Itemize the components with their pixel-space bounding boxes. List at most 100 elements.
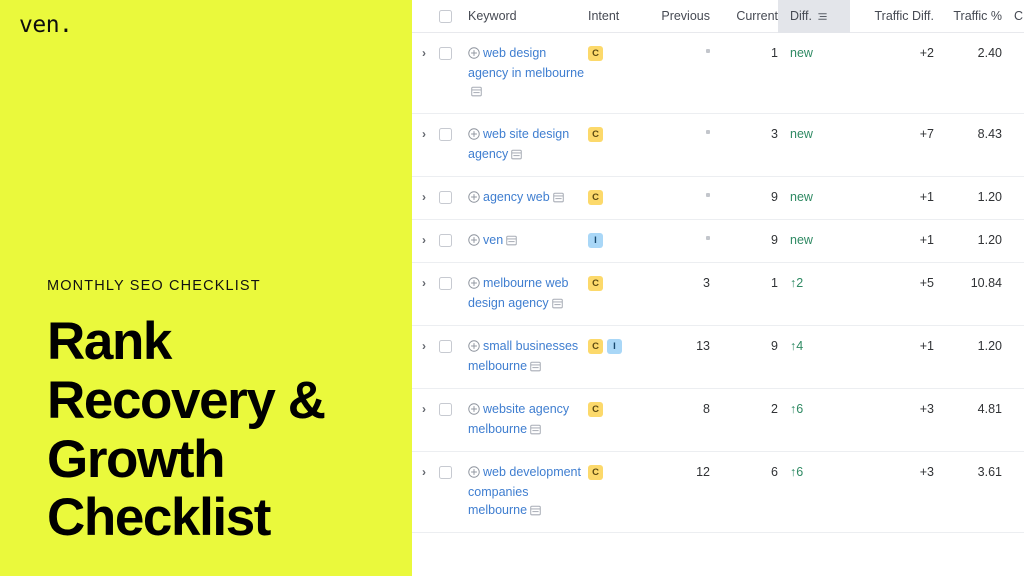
add-keyword-icon[interactable] <box>468 339 480 357</box>
expand-row-button[interactable]: › <box>412 400 436 418</box>
select-all-checkbox[interactable] <box>439 9 452 23</box>
keyword-link[interactable]: web site design agency <box>468 127 570 161</box>
table-row[interactable]: › web site design agency C 3 new +7 8.43 <box>412 114 1024 177</box>
row-select[interactable] <box>436 337 460 355</box>
serp-features-icon[interactable] <box>506 233 517 251</box>
keyword-cell[interactable]: web development companies melbourne <box>460 463 588 521</box>
add-keyword-icon[interactable] <box>468 465 480 483</box>
intent-badge-c[interactable]: C <box>588 45 603 61</box>
add-keyword-icon[interactable] <box>468 190 480 208</box>
header-keyword[interactable]: Keyword <box>468 8 517 23</box>
keyword-cell[interactable]: web site design agency <box>460 125 588 165</box>
row-select[interactable] <box>436 400 460 418</box>
intent-badge-c[interactable]: C <box>588 126 603 142</box>
diff-cell: new <box>778 125 850 143</box>
intent-badge-c[interactable]: C <box>588 338 603 354</box>
keyword-link[interactable]: ven <box>483 233 504 247</box>
brand-panel: ven. MONTHLY SEO CHECKLIST Rank Recovery… <box>0 0 412 576</box>
expand-row-button[interactable]: › <box>412 44 436 62</box>
table-row[interactable]: › small businesses melbourne C I 13 9 ↑4 +1 1.20 <box>412 326 1024 389</box>
serp-features-icon[interactable] <box>552 190 564 208</box>
keyword-link[interactable]: small businesses melbourne <box>468 339 579 373</box>
expand-row-button[interactable]: › <box>412 337 436 355</box>
row-checkbox[interactable] <box>439 191 452 205</box>
table-row[interactable]: › melbourne web design agency C 3 1 ↑2 +5 10.84 <box>412 263 1024 326</box>
keyword-table: Keyword Intent Previous Current Diff. Tr… <box>412 0 1024 533</box>
row-checkbox[interactable] <box>439 47 452 61</box>
serp-features-icon[interactable] <box>511 147 523 165</box>
chevron-right-icon[interactable]: › <box>422 46 426 60</box>
row-select[interactable] <box>436 188 460 206</box>
intent-cell: C <box>588 463 648 481</box>
keyword-cell[interactable]: ven <box>460 231 588 251</box>
serp-features-icon[interactable] <box>530 359 541 377</box>
chevron-right-icon[interactable]: › <box>422 190 426 204</box>
row-checkbox[interactable] <box>439 403 452 417</box>
add-keyword-icon[interactable] <box>468 276 480 294</box>
keyword-cell[interactable]: web design agency in melbourne <box>460 44 588 102</box>
header-traffic-diff[interactable]: Traffic Diff. <box>874 8 934 23</box>
add-keyword-icon[interactable] <box>468 233 480 251</box>
sort-descending-icon[interactable] <box>817 11 828 22</box>
row-select[interactable] <box>436 231 460 249</box>
keyword-link[interactable]: website agency melbourne <box>468 402 570 436</box>
header-previous[interactable]: Previous <box>661 8 710 23</box>
traffic-pct-cell: 10.84 <box>970 276 1002 290</box>
row-checkbox[interactable] <box>439 277 452 291</box>
header-diff[interactable]: Diff. <box>778 0 850 33</box>
serp-features-icon[interactable] <box>471 84 482 102</box>
serp-features-icon[interactable] <box>551 296 563 314</box>
chevron-right-icon[interactable]: › <box>422 233 426 247</box>
serp-features-icon[interactable] <box>530 422 541 440</box>
intent-badge-c[interactable]: C <box>588 275 603 291</box>
traffic-pct-cell: 3.61 <box>977 465 1002 479</box>
intent-badge-i[interactable]: I <box>588 232 603 248</box>
expand-row-button[interactable]: › <box>412 231 436 249</box>
expand-row-button[interactable]: › <box>412 188 436 206</box>
keyword-cell[interactable]: melbourne web design agency <box>460 274 588 314</box>
intent-badge-i[interactable]: I <box>607 338 622 354</box>
current-cell: 2 <box>771 402 778 416</box>
header-traffic-pct[interactable]: Traffic % <box>953 8 1002 23</box>
add-keyword-icon[interactable] <box>468 402 480 420</box>
traffic-diff-cell: +1 <box>919 233 934 247</box>
table-row[interactable]: › web development companies melbourne C 12 6… <box>412 452 1024 533</box>
row-select[interactable] <box>436 125 460 143</box>
add-keyword-icon[interactable] <box>468 127 480 145</box>
add-keyword-icon[interactable] <box>468 46 480 64</box>
row-select[interactable] <box>436 44 460 62</box>
row-checkbox[interactable] <box>439 466 452 480</box>
chevron-right-icon[interactable]: › <box>422 465 426 479</box>
header-select-all[interactable] <box>436 0 460 33</box>
serp-features-icon[interactable] <box>530 503 541 521</box>
chevron-right-icon[interactable]: › <box>422 276 426 290</box>
keyword-link[interactable]: agency web <box>483 190 550 204</box>
row-checkbox[interactable] <box>439 234 452 248</box>
expand-row-button[interactable]: › <box>412 274 436 292</box>
keyword-cell[interactable]: small businesses melbourne <box>460 337 588 377</box>
keyword-link[interactable]: web design agency in melbourne <box>468 46 585 80</box>
table-row[interactable]: › ven I 9 new +1 1.20 <box>412 220 1024 263</box>
keyword-link[interactable]: melbourne web design agency <box>468 276 569 310</box>
header-current[interactable]: Current <box>736 8 778 23</box>
table-row[interactable]: › agency web C 9 new +1 1.20 <box>412 177 1024 220</box>
chevron-right-icon[interactable]: › <box>422 127 426 141</box>
intent-badge-c[interactable]: C <box>588 189 603 205</box>
header-cut-off-column[interactable]: C <box>1014 8 1024 23</box>
intent-badge-c[interactable]: C <box>588 464 603 480</box>
keyword-cell[interactable]: website agency melbourne <box>460 400 588 440</box>
keyword-cell[interactable]: agency web <box>460 188 588 208</box>
keyword-link[interactable]: web development companies melbourne <box>468 465 581 517</box>
chevron-right-icon[interactable]: › <box>422 402 426 416</box>
chevron-right-icon[interactable]: › <box>422 339 426 353</box>
row-select[interactable] <box>436 274 460 292</box>
expand-row-button[interactable]: › <box>412 125 436 143</box>
table-row[interactable]: › website agency melbourne C 8 2 ↑6 +3 4.81 <box>412 389 1024 452</box>
intent-badge-c[interactable]: C <box>588 401 603 417</box>
header-intent[interactable]: Intent <box>588 8 620 23</box>
expand-row-button[interactable]: › <box>412 463 436 481</box>
row-checkbox[interactable] <box>439 340 452 354</box>
row-select[interactable] <box>436 463 460 481</box>
table-row[interactable]: › web design agency in melbourne C 1 new +2 2.… <box>412 33 1024 114</box>
row-checkbox[interactable] <box>439 128 452 142</box>
